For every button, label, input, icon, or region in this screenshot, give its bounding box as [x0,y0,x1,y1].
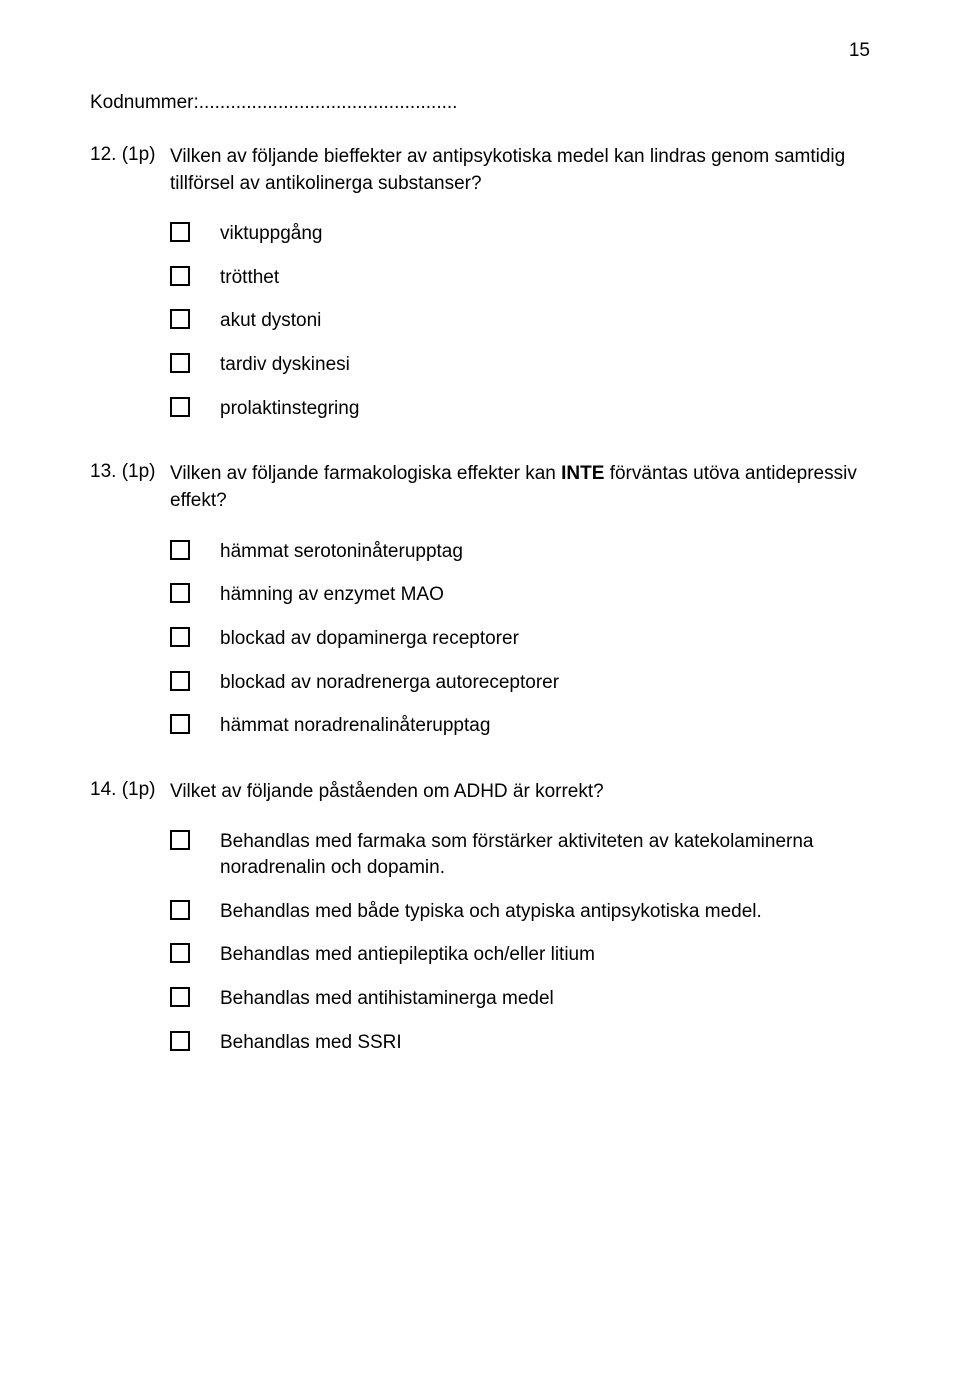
checkbox[interactable] [170,900,190,920]
option-row: viktuppgång [170,221,870,247]
question-number: 13. (1p) [90,461,170,483]
option-row: blockad av dopaminerga receptorer [170,626,870,652]
checkbox[interactable] [170,540,190,560]
checkbox[interactable] [170,671,190,691]
option-text: Behandlas med antiepileptika och/eller l… [220,942,870,968]
option-row: hämning av enzymet MAO [170,582,870,608]
question-row: 13. (1p) Vilken av följande farmakologis… [90,461,870,514]
checkbox[interactable] [170,266,190,286]
text-before: Vilken av följande farmakologiska effekt… [170,463,561,484]
option-text: hämning av enzymet MAO [220,582,870,608]
option-row: trötthet [170,265,870,291]
option-text: hämmat serotoninåterupptag [220,539,870,565]
option-row: hämmat serotoninåterupptag [170,539,870,565]
question-number: 14. (1p) [90,779,170,801]
option-row: tardiv dyskinesi [170,352,870,378]
options-list: viktuppgång trötthet akut dystoni tardiv… [170,221,870,421]
option-row: Behandlas med antiepileptika och/eller l… [170,942,870,968]
checkbox[interactable] [170,222,190,242]
option-text: blockad av dopaminerga receptorer [220,626,870,652]
checkbox[interactable] [170,943,190,963]
option-row: prolaktinstegring [170,396,870,422]
option-text: Behandlas med SSRI [220,1030,870,1056]
question-number: 12. (1p) [90,144,170,166]
option-text: Behandlas med farmaka som förstärker akt… [220,829,870,880]
option-row: Behandlas med både typiska och atypiska … [170,899,870,925]
checkbox[interactable] [170,987,190,1007]
option-text: prolaktinstegring [220,396,870,422]
option-text: hämmat noradrenalinåterupptag [220,713,870,739]
checkbox[interactable] [170,627,190,647]
page-number: 15 [90,40,870,62]
option-row: hämmat noradrenalinåterupptag [170,713,870,739]
option-text: Behandlas med antihistaminerga medel [220,986,870,1012]
option-row: blockad av noradrenerga autoreceptorer [170,670,870,696]
question-text: Vilken av följande bieffekter av antipsy… [170,144,870,197]
text-bold: INTE [561,463,604,484]
option-text: tardiv dyskinesi [220,352,870,378]
option-row: Behandlas med farmaka som förstärker akt… [170,829,870,880]
checkbox[interactable] [170,353,190,373]
question-row: 12. (1p) Vilken av följande bieffekter a… [90,144,870,197]
option-text: viktuppgång [220,221,870,247]
question-row: 14. (1p) Vilket av följande påståenden o… [90,779,870,806]
checkbox[interactable] [170,397,190,417]
kodnummer-label: Kodnummer:..............................… [90,92,870,114]
checkbox[interactable] [170,583,190,603]
option-text: trötthet [220,265,870,291]
question-12: 12. (1p) Vilken av följande bieffekter a… [90,144,870,421]
checkbox[interactable] [170,714,190,734]
option-row: akut dystoni [170,308,870,334]
question-14: 14. (1p) Vilket av följande påståenden o… [90,779,870,1055]
option-text: blockad av noradrenerga autoreceptorer [220,670,870,696]
options-list: hämmat serotoninåterupptag hämning av en… [170,539,870,739]
checkbox[interactable] [170,1031,190,1051]
page-container: 15 Kodnummer:...........................… [0,0,960,1135]
checkbox[interactable] [170,309,190,329]
question-text: Vilken av följande farmakologiska effekt… [170,461,870,514]
question-13: 13. (1p) Vilken av följande farmakologis… [90,461,870,738]
question-text: Vilket av följande påståenden om ADHD är… [170,779,870,806]
option-text: akut dystoni [220,308,870,334]
options-list: Behandlas med farmaka som förstärker akt… [170,829,870,1055]
option-row: Behandlas med SSRI [170,1030,870,1056]
option-text: Behandlas med både typiska och atypiska … [220,899,870,925]
checkbox[interactable] [170,830,190,850]
option-row: Behandlas med antihistaminerga medel [170,986,870,1012]
